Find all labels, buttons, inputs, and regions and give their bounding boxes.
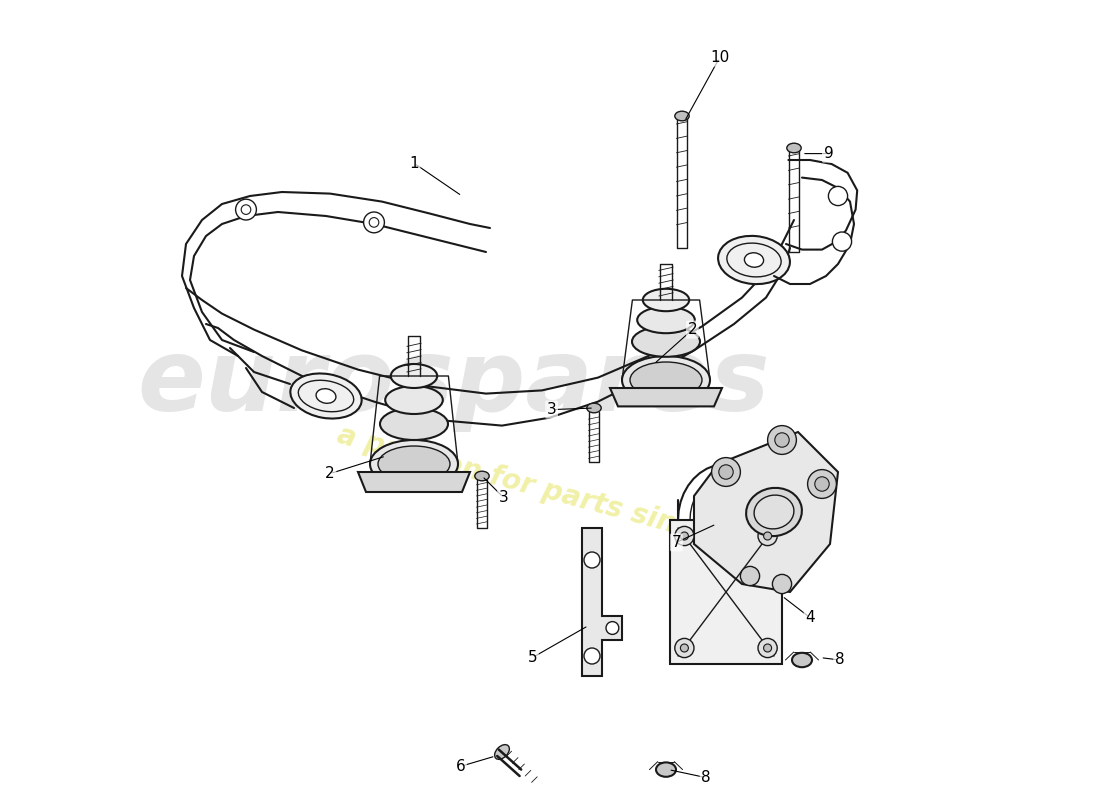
Text: 9: 9 [824, 146, 834, 161]
Ellipse shape [495, 745, 509, 759]
Ellipse shape [621, 356, 710, 404]
Circle shape [807, 470, 836, 498]
Circle shape [763, 644, 771, 652]
Circle shape [584, 552, 600, 568]
Ellipse shape [755, 495, 794, 529]
Circle shape [833, 232, 851, 251]
Text: 5: 5 [528, 650, 537, 665]
Ellipse shape [642, 289, 690, 311]
Ellipse shape [316, 389, 336, 403]
Text: 3: 3 [498, 490, 508, 505]
Ellipse shape [370, 440, 458, 488]
Ellipse shape [586, 403, 602, 413]
Ellipse shape [379, 408, 448, 440]
Circle shape [763, 532, 771, 540]
Ellipse shape [792, 653, 812, 667]
Ellipse shape [786, 143, 801, 153]
Ellipse shape [390, 364, 437, 388]
Polygon shape [582, 528, 621, 676]
Ellipse shape [746, 488, 802, 536]
Circle shape [772, 574, 792, 594]
Text: 6: 6 [455, 759, 465, 774]
Ellipse shape [656, 762, 676, 777]
Text: 2: 2 [688, 322, 697, 337]
Ellipse shape [674, 111, 690, 121]
Circle shape [364, 212, 384, 233]
Circle shape [815, 477, 829, 491]
Text: 3: 3 [547, 402, 557, 417]
Circle shape [674, 526, 694, 546]
Text: 2: 2 [326, 466, 334, 481]
Text: 10: 10 [710, 50, 729, 65]
Polygon shape [610, 388, 722, 406]
Polygon shape [670, 520, 782, 664]
Circle shape [584, 648, 600, 664]
Circle shape [718, 465, 734, 479]
Polygon shape [358, 472, 470, 492]
Text: a passion for parts since 1985: a passion for parts since 1985 [334, 422, 798, 570]
Ellipse shape [632, 326, 700, 357]
Text: 4: 4 [805, 610, 815, 625]
Text: 7: 7 [672, 535, 681, 550]
Polygon shape [694, 432, 838, 592]
Circle shape [768, 426, 796, 454]
Ellipse shape [718, 236, 790, 284]
Ellipse shape [745, 253, 763, 267]
Ellipse shape [290, 374, 362, 418]
Circle shape [758, 638, 778, 658]
Ellipse shape [637, 306, 695, 333]
Ellipse shape [385, 386, 443, 414]
Circle shape [828, 186, 848, 206]
Circle shape [774, 433, 789, 447]
Circle shape [712, 458, 740, 486]
Circle shape [681, 532, 689, 540]
Ellipse shape [475, 471, 490, 481]
Text: 8: 8 [835, 653, 845, 667]
Text: 8: 8 [701, 770, 711, 785]
Circle shape [241, 205, 251, 214]
Text: eurospares: eurospares [138, 335, 770, 433]
Ellipse shape [378, 446, 450, 482]
Circle shape [235, 199, 256, 220]
Circle shape [606, 622, 619, 634]
Ellipse shape [630, 362, 702, 398]
Text: 1: 1 [409, 156, 419, 170]
Circle shape [674, 638, 694, 658]
Circle shape [758, 526, 778, 546]
Circle shape [370, 218, 378, 227]
Circle shape [681, 644, 689, 652]
Circle shape [740, 566, 760, 586]
